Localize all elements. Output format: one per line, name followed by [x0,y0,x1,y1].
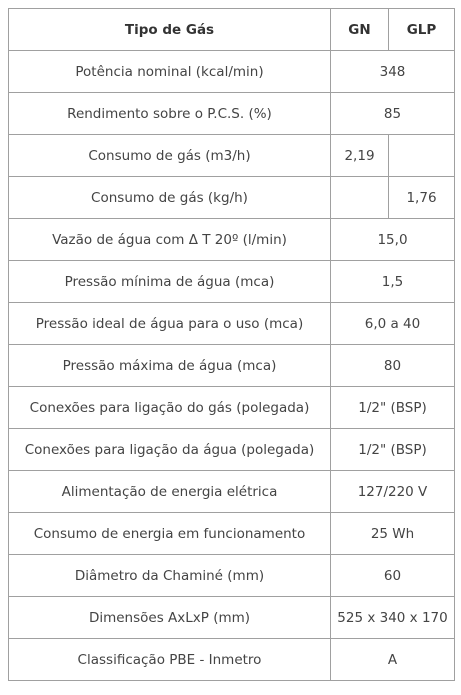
table-row: Pressão máxima de água (mca) 80 [8,344,455,387]
row-label: Pressão ideal de água para o uso (mca) [8,302,331,345]
row-label: Conexões para ligação do gás (polegada) [8,386,331,429]
header-row: Tipo de Gás GN GLP [8,8,455,51]
row-label: Dimensões AxLxP (mm) [8,596,331,639]
row-value: 1/2" (BSP) [330,386,455,429]
row-label: Conexões para ligação da água (polegada) [8,428,331,471]
row-value: 6,0 a 40 [330,302,455,345]
table-row: Alimentação de energia elétrica 127/220 V [8,470,455,513]
row-label: Pressão máxima de água (mca) [8,344,331,387]
row-value: 15,0 [330,218,455,261]
row-label: Potência nominal (kcal/min) [8,50,331,93]
row-value: 525 x 340 x 170 [330,596,455,639]
row-value: 60 [330,554,455,597]
spec-table: Tipo de Gás GN GLP Potência nominal (kca… [8,8,455,681]
row-label: Pressão mínima de água (mca) [8,260,331,303]
table-row: Classificação PBE - Inmetro A [8,638,455,681]
header-cell: Tipo de Gás [8,8,331,51]
table-body: Potência nominal (kcal/min) 348 Rendimento… [8,50,455,681]
row-label: Classificação PBE - Inmetro [8,638,331,681]
row-value: 25 Wh [330,512,455,555]
row-value: 348 [330,50,455,93]
row-label: Consumo de gás (kg/h) [8,176,331,219]
row-label: Diâmetro da Chaminé (mm) [8,554,331,597]
row-value: 1,5 [330,260,455,303]
row-value: 80 [330,344,455,387]
table-row: Pressão mínima de água (mca) 1,5 [8,260,455,303]
glp-cell [388,134,455,177]
gn-cell: 2,19 [330,134,389,177]
table-row: Potência nominal (kcal/min) 348 [8,50,455,93]
row-label: Consumo de energia em funcionamento [8,512,331,555]
row-label: Rendimento sobre o P.C.S. (%) [8,92,331,135]
table-row: Consumo de energia em funcionamento 25 Wh [8,512,455,555]
gn-cell [330,176,389,219]
table-row: Conexões para ligação do gás (polegada) 1… [8,386,455,429]
table-row: Conexões para ligação da água (polegada)… [8,428,455,471]
table-row: Vazão de água com Δ T 20º (l/min) 15,0 [8,218,455,261]
table-row: Rendimento sobre o P.C.S. (%) 85 [8,92,455,135]
row-value: 1/2" (BSP) [330,428,455,471]
row-value: A [330,638,455,681]
table-row: Consumo de gás (m3/h) 2,19 [8,134,455,177]
row-label: Vazão de água com Δ T 20º (l/min) [8,218,331,261]
row-value: 127/220 V [330,470,455,513]
table-row: Pressão ideal de água para o uso (mca) 6,… [8,302,455,345]
table-row: Dimensões AxLxP (mm) 525 x 340 x 170 [8,596,455,639]
table-row: Diâmetro da Chaminé (mm) 60 [8,554,455,597]
header-cell: GN [330,8,389,51]
glp-cell: 1,76 [388,176,455,219]
row-value: 85 [330,92,455,135]
row-label: Alimentação de energia elétrica [8,470,331,513]
header-cell: GLP [388,8,455,51]
row-label: Consumo de gás (m3/h) [8,134,331,177]
table-row: Consumo de gás (kg/h) 1,76 [8,176,455,219]
